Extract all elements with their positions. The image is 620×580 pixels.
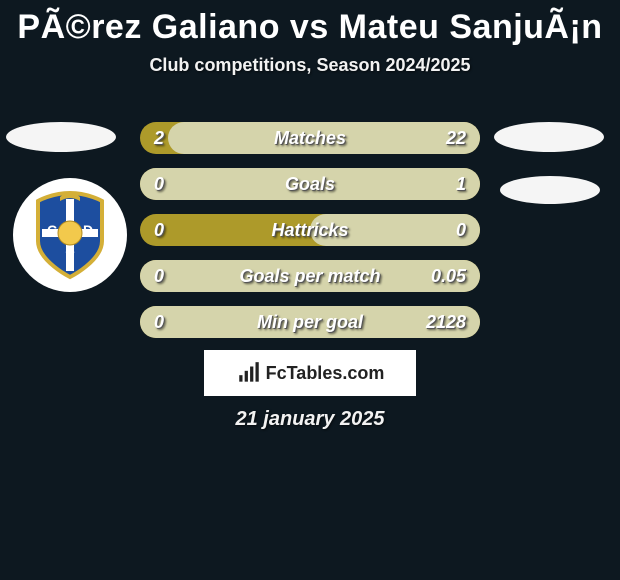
right-player-ellipse-1 — [494, 122, 604, 152]
svg-text:C: C — [47, 222, 57, 238]
branding-text: FcTables.com — [266, 363, 385, 384]
compare-bar: 222Matches — [140, 122, 480, 154]
compare-bar-label: Goals per match — [140, 260, 480, 292]
compare-bar-label: Min per goal — [140, 306, 480, 338]
compare-bar-label: Goals — [140, 168, 480, 200]
compare-bar: 02128Min per goal — [140, 306, 480, 338]
compare-bar: 00Hattricks — [140, 214, 480, 246]
page-subtitle: Club competitions, Season 2024/2025 — [0, 55, 620, 76]
left-player-ellipse — [6, 122, 116, 152]
branding-box: FcTables.com — [204, 350, 416, 396]
page-root: PÃ©rez Galiano vs Mateu SanjuÃ¡n Club co… — [0, 0, 620, 580]
compare-bar-label: Matches — [140, 122, 480, 154]
compare-bar: 00.05Goals per match — [140, 260, 480, 292]
page-title: PÃ©rez Galiano vs Mateu SanjuÃ¡n — [0, 0, 620, 47]
compare-bar: 01Goals — [140, 168, 480, 200]
bar-chart-icon — [236, 360, 262, 386]
compare-bar-label: Hattricks — [140, 214, 480, 246]
svg-text:T: T — [66, 248, 75, 264]
svg-text:D: D — [83, 222, 93, 238]
compare-bar-list: 222Matches 01Goals 00Hattricks 00.05Goals p… — [140, 122, 480, 352]
right-player-ellipse-2 — [500, 176, 600, 204]
club-badge: C D T — [13, 178, 127, 292]
club-shield-icon: C D T — [22, 187, 118, 283]
date-line: 21 january 2025 — [0, 408, 620, 431]
